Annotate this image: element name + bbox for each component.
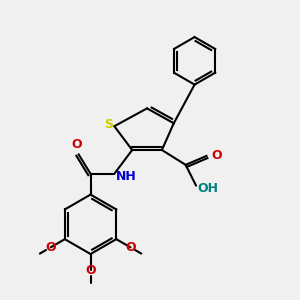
Text: O: O xyxy=(45,241,56,254)
Text: OH: OH xyxy=(198,182,219,195)
Text: O: O xyxy=(72,138,83,151)
Text: S: S xyxy=(104,118,113,131)
Text: O: O xyxy=(125,241,136,254)
Text: NH: NH xyxy=(116,170,136,183)
Text: O: O xyxy=(85,264,96,277)
Text: O: O xyxy=(211,149,222,162)
